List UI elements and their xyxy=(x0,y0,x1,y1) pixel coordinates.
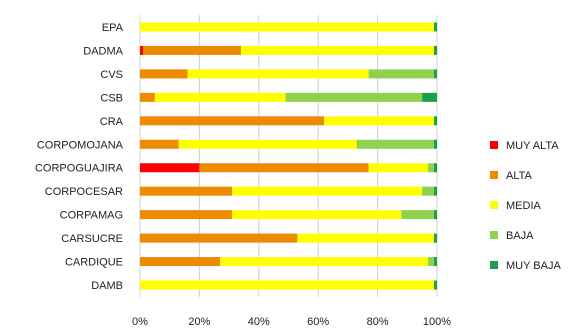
x-tick-label: 80% xyxy=(367,316,389,328)
category-label: EPA xyxy=(102,22,124,34)
legend-label: MUY BAJA xyxy=(506,260,561,272)
bar-segment xyxy=(428,257,435,267)
x-tick-label: 60% xyxy=(307,316,329,328)
category-label: CARDIQUE xyxy=(65,257,123,269)
bar-segment xyxy=(140,257,221,267)
bar-segment xyxy=(140,22,435,32)
x-tick-label: 40% xyxy=(248,316,270,328)
legend-swatch xyxy=(490,171,498,179)
legend-label: MEDIA xyxy=(506,200,542,212)
legend-label: BAJA xyxy=(506,230,534,242)
bar-segment xyxy=(220,257,429,267)
legend-label: ALTA xyxy=(506,170,533,182)
bar-segment xyxy=(140,139,179,149)
legend-label: MUY ALTA xyxy=(506,140,559,152)
category-label: DADMA xyxy=(83,45,123,57)
category-labels: EPA DADMA CVS CSB CRA CORPOMOJANA CORPOGUAJIRA… xyxy=(35,22,124,292)
bar-segment xyxy=(356,139,435,149)
bar-segment xyxy=(232,210,402,220)
bar-segment xyxy=(434,257,437,267)
bar-segment xyxy=(324,116,435,126)
bar-segment xyxy=(140,116,325,126)
category-label: CSB xyxy=(100,92,123,104)
bar-segment xyxy=(199,163,369,173)
bar-segment xyxy=(434,210,437,220)
bar-segment xyxy=(434,163,437,173)
bar-segment xyxy=(140,92,155,102)
bar-segment xyxy=(401,210,435,220)
category-label: CRA xyxy=(100,116,124,128)
category-label: CORPOMOJANA xyxy=(37,139,124,151)
bar-segment xyxy=(434,69,437,79)
bar-segment xyxy=(368,163,429,173)
x-tick-label: 100% xyxy=(423,316,451,328)
bar-segment xyxy=(297,233,435,243)
bar-segment xyxy=(140,233,298,243)
bar-group xyxy=(140,22,437,290)
category-label: CARSUCRE xyxy=(61,233,123,245)
bar-segment xyxy=(422,186,435,196)
bar-segment xyxy=(434,45,437,55)
x-tick-labels: 0% 20% 40% 60% 80% 100% xyxy=(132,316,451,328)
bar-segment xyxy=(187,69,369,79)
category-label: CVS xyxy=(100,69,123,81)
bar-segment xyxy=(434,139,437,149)
legend-swatch xyxy=(490,141,498,149)
x-tick-label: 0% xyxy=(132,316,148,328)
grid-lines xyxy=(139,15,438,297)
x-tick-label: 20% xyxy=(188,316,210,328)
bar-segment xyxy=(140,280,435,290)
legend-swatch xyxy=(490,231,498,239)
bar-segment xyxy=(368,69,435,79)
bar-segment xyxy=(434,22,437,32)
bar-segment xyxy=(232,186,423,196)
bar-segment xyxy=(434,233,437,243)
bar-segment xyxy=(240,45,435,55)
legend: MUY ALTA ALTA MEDIA BAJA MUY BAJA xyxy=(490,140,561,272)
bar-segment xyxy=(285,92,423,102)
bar-segment xyxy=(422,92,437,102)
category-label: CORPOCESAR xyxy=(45,186,123,198)
category-label: CORPOGUAJIRA xyxy=(35,163,124,175)
legend-swatch xyxy=(490,261,498,269)
bar-segment xyxy=(140,186,233,196)
bar-segment xyxy=(142,45,241,55)
bar-segment xyxy=(434,280,437,290)
bar-segment xyxy=(434,116,437,126)
bar-segment xyxy=(434,186,437,196)
legend-swatch xyxy=(490,201,498,209)
bar-segment xyxy=(140,45,143,55)
bar-segment xyxy=(428,163,435,173)
bar-segment xyxy=(140,163,200,173)
bar-segment xyxy=(140,210,233,220)
category-label: CORPAMAG xyxy=(60,210,123,222)
bar-segment xyxy=(154,92,286,102)
category-label: DAMB xyxy=(91,280,123,292)
bar-segment xyxy=(140,69,188,79)
bar-segment xyxy=(178,139,357,149)
